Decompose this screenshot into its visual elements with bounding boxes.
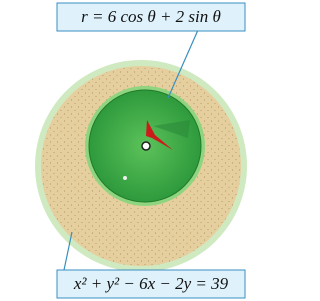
- center: [142, 142, 150, 150]
- figure: r = 6 cos θ + 2 sin θ x² + y² − 6x − 2y …: [0, 0, 249, 301]
- outer-curve-label: x² + y² − 6x − 2y = 39: [73, 274, 229, 293]
- dot: [123, 176, 127, 180]
- inner-curve-label: r = 6 cos θ + 2 sin θ: [81, 7, 221, 26]
